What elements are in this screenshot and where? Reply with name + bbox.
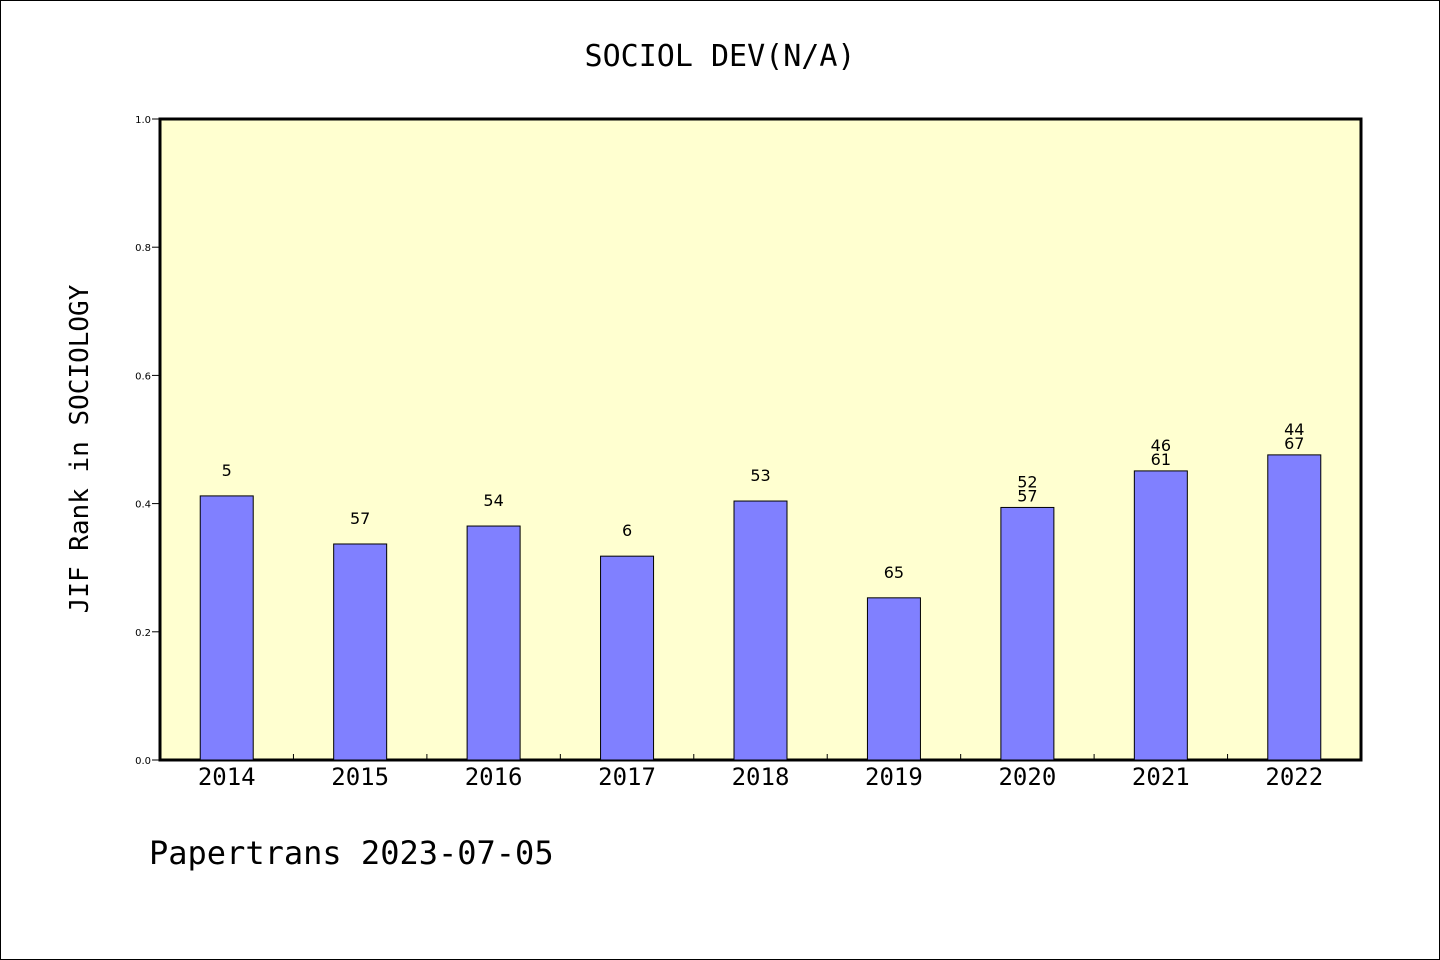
bar-data-label: 5 [222,461,232,480]
bar-data-label: 54 [483,491,503,510]
bar-2015 [333,543,388,761]
footer-watermark: Papertrans 2023-07-05 [149,834,554,872]
x-tick-label: 2020 [998,763,1056,791]
x-tick-label: 2014 [198,763,256,791]
bar-2021 [1133,470,1188,761]
y-axis: 0.0 0.2 0.4 0.6 0.8 1.0 [135,115,160,767]
bar-data-label: 61 [1151,450,1171,469]
x-tick-label: 2021 [1132,763,1190,791]
bars [199,454,1322,761]
x-axis: 2014 2015 2016 2017 2018 2019 2020 2021 2022 [198,754,1323,791]
bar-2018 [733,500,788,761]
bar-data-label: 44 [1284,420,1304,439]
bar-2017 [600,555,655,761]
y-tick-label: 0.0 [135,756,151,767]
y-tick-label: 0.2 [135,628,151,639]
x-tick-label: 2016 [465,763,523,791]
y-tick-label: 1.0 [135,115,151,126]
bar-2016 [466,525,521,761]
bar-data-label: 52 [1017,472,1037,491]
bar-2022 [1267,454,1322,761]
bar-data-label: 57 [1017,486,1037,505]
bar-data-label: 67 [1284,434,1304,453]
y-tick-label: 0.4 [135,500,151,511]
x-tick-label: 2017 [598,763,656,791]
bar-2020 [1000,506,1055,761]
x-tick-label: 2015 [331,763,389,791]
bar-data-label: 46 [1151,436,1171,455]
y-axis-label: JIF Rank in SOCIOLOGY [65,284,95,613]
bar-data-label: 53 [750,466,770,485]
bar-data-label: 57 [350,509,370,528]
y-tick-label: 0.8 [135,243,151,254]
x-tick-label: 2022 [1265,763,1323,791]
bar-data-label: 6 [622,521,632,540]
bar-data-label: 65 [884,563,904,582]
x-tick-label: 2018 [732,763,790,791]
chart-title: SOCIOL DEV(N/A) [585,39,856,74]
x-tick-label: 2019 [865,763,923,791]
bar-2014 [199,495,254,761]
bar-2019 [866,597,921,761]
y-tick-label: 0.6 [135,371,151,382]
